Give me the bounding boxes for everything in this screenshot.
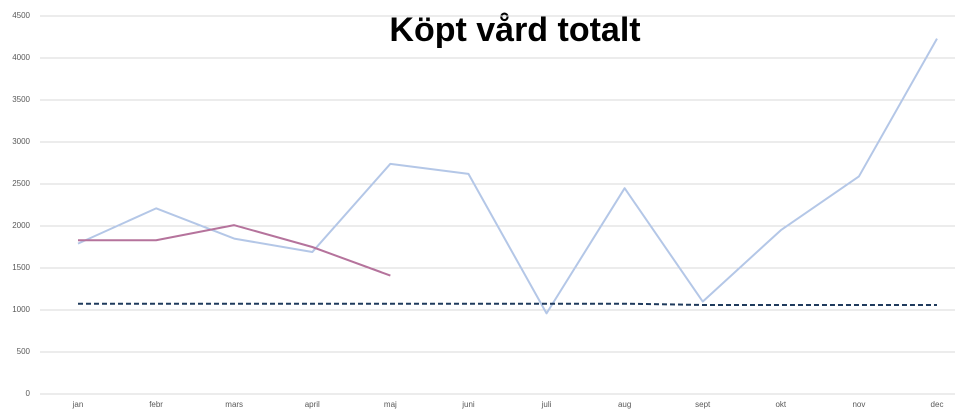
x-tick-label: mars xyxy=(225,400,243,409)
y-tick-label: 0 xyxy=(26,389,31,398)
x-tick-label: april xyxy=(305,400,320,409)
x-tick-label: maj xyxy=(384,400,397,409)
y-tick-label: 1000 xyxy=(12,305,30,314)
x-tick-label: febr xyxy=(149,400,163,409)
series-line xyxy=(78,302,937,306)
y-tick-label: 3000 xyxy=(12,137,30,146)
y-tick-label: 4500 xyxy=(12,11,30,20)
x-tick-label: jan xyxy=(72,400,84,409)
y-tick-label: 2500 xyxy=(12,179,30,188)
y-tick-label: 500 xyxy=(17,347,31,356)
x-tick-label: juni xyxy=(461,400,475,409)
x-tick-label: okt xyxy=(775,400,786,409)
x-tick-label: aug xyxy=(618,400,631,409)
x-tick-label: dec xyxy=(931,400,944,409)
x-tick-label: juli xyxy=(541,400,552,409)
chart-title: Köpt vård totalt xyxy=(389,11,640,49)
y-tick-label: 1500 xyxy=(12,263,30,272)
x-tick-label: sept xyxy=(695,400,711,409)
series-line xyxy=(77,38,938,315)
y-tick-label: 2000 xyxy=(12,221,30,230)
series-line xyxy=(78,224,391,277)
y-tick-label: 3500 xyxy=(12,95,30,104)
y-tick-label: 4000 xyxy=(12,53,30,62)
x-tick-label: nov xyxy=(852,400,865,409)
